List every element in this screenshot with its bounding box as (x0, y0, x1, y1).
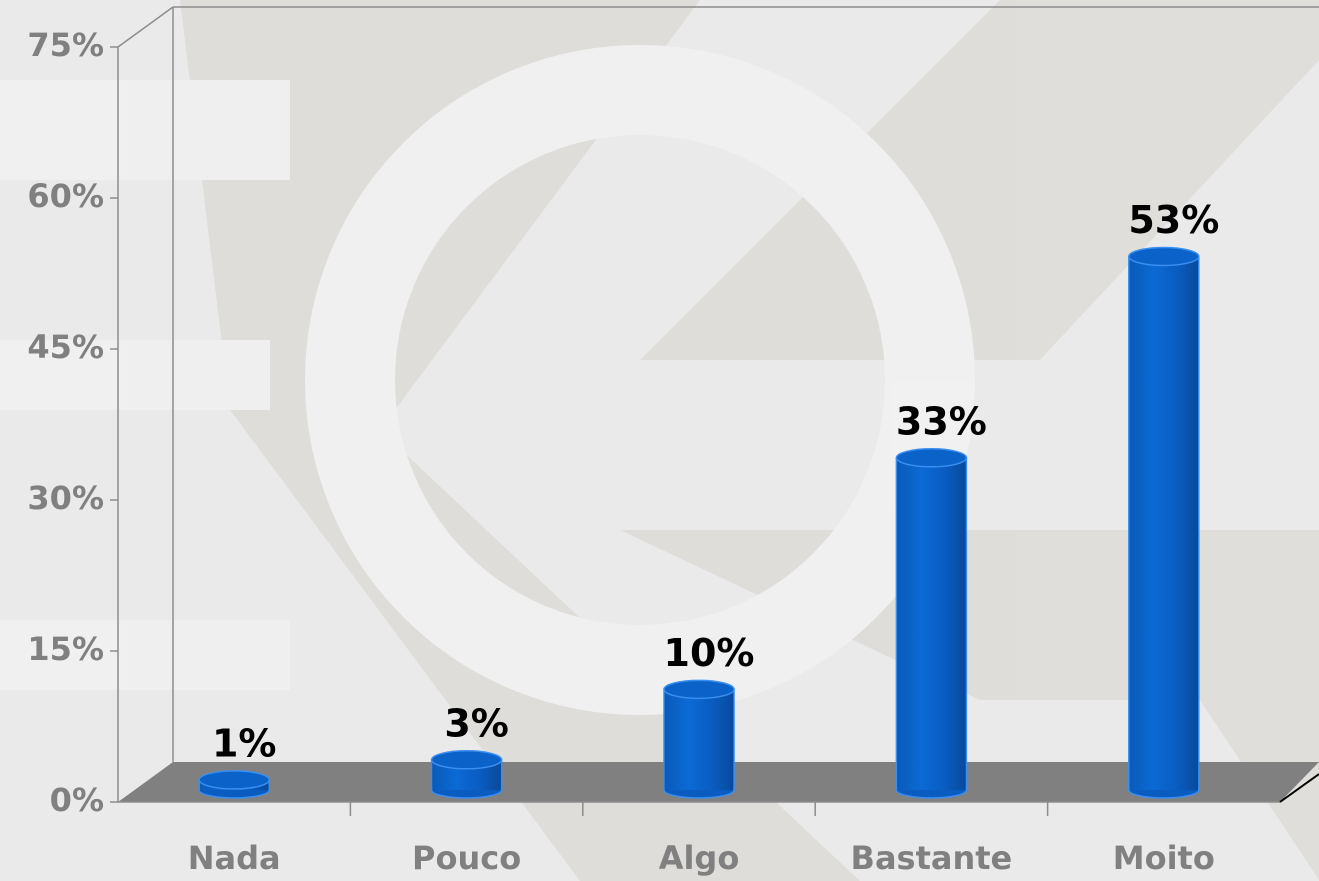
y-tick-label: 30% (27, 479, 104, 517)
y-tick-label: 75% (27, 26, 104, 64)
bar-body-cover (664, 689, 734, 790)
bar-cap (895, 448, 968, 468)
value-label: 3% (444, 701, 509, 745)
x-tick-label: Nada (188, 839, 281, 877)
value-label: 53% (1128, 198, 1219, 242)
x-tick-label: Pouco (412, 839, 521, 877)
value-label: 1% (212, 721, 277, 765)
x-tick-label: Moito (1113, 839, 1215, 877)
bar-cap (663, 679, 735, 700)
bar-body-cover (1129, 256, 1199, 790)
floor-edge (1279, 773, 1319, 803)
bar-cap (198, 770, 270, 790)
x-tick-label: Algo (659, 839, 740, 877)
bar-body-cover (897, 457, 966, 790)
y-tick-label: 0% (50, 781, 104, 819)
y-tick-label: 15% (27, 630, 104, 668)
bar-cap (1128, 246, 1200, 267)
value-label: 10% (664, 631, 755, 675)
x-tick-label: Bastante (851, 839, 1013, 877)
y-tick-label: 45% (27, 328, 104, 366)
y-tick-label: 60% (27, 177, 104, 215)
side-wall-top (117, 6, 174, 48)
value-label: 33% (896, 399, 987, 443)
bar-cap (430, 750, 503, 770)
